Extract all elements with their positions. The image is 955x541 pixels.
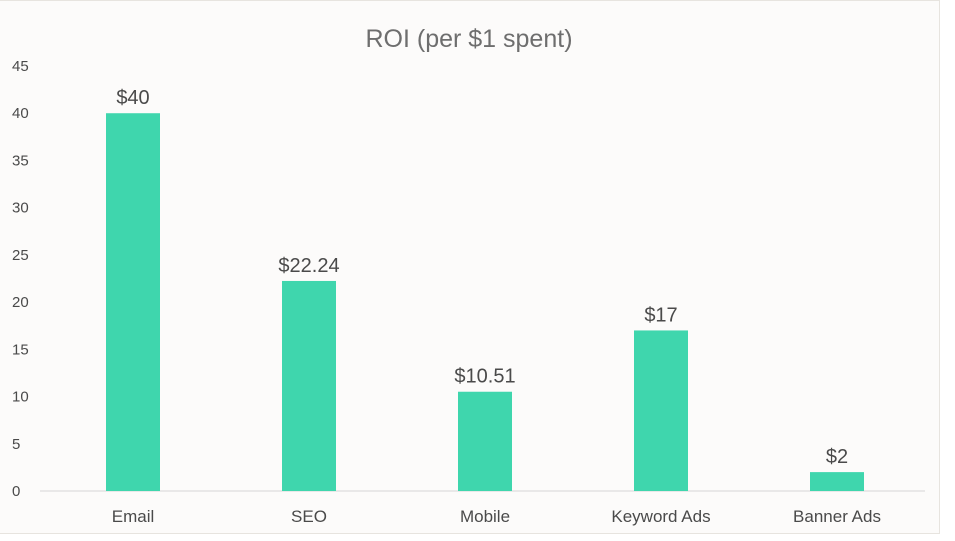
y-tick-label: 0 xyxy=(12,483,20,500)
x-tick-label: Keyword Ads xyxy=(611,507,710,526)
data-label: $10.51 xyxy=(454,366,515,388)
bar-email xyxy=(106,113,160,491)
y-tick-label: 5 xyxy=(12,436,20,453)
x-tick-label: Banner Ads xyxy=(793,507,881,526)
y-tick-label: 15 xyxy=(12,341,29,358)
y-tick-label: 20 xyxy=(12,294,29,311)
x-tick-label: Email xyxy=(112,507,155,526)
y-tick-label: 35 xyxy=(12,152,29,169)
x-tick-label: SEO xyxy=(291,507,327,526)
bar-mobile xyxy=(458,391,512,491)
data-label: $2 xyxy=(826,446,848,468)
y-tick-label: 40 xyxy=(12,105,29,122)
y-tick-label: 45 xyxy=(12,58,29,75)
y-tick-label: 10 xyxy=(12,389,29,406)
x-tick-label: Mobile xyxy=(460,507,510,526)
x-tick-labels: Email SEO Mobile Keyword Ads Banner Ads xyxy=(112,507,881,526)
y-tick-labels: 0 5 10 15 20 25 30 35 40 45 xyxy=(12,58,29,500)
data-labels: $40 $22.24 $10.51 $17 $2 xyxy=(116,87,848,468)
data-label: $22.24 xyxy=(278,255,339,277)
y-tick-label: 25 xyxy=(12,247,29,264)
bar-banner-ads xyxy=(810,472,864,491)
y-tick-label: 30 xyxy=(12,200,29,217)
bars xyxy=(106,113,864,491)
bar-keyword-ads xyxy=(634,330,688,491)
chart-title: ROI (per $1 spent) xyxy=(365,25,572,53)
data-label: $40 xyxy=(116,87,149,109)
bar-seo xyxy=(282,280,336,491)
data-label: $17 xyxy=(644,304,677,326)
